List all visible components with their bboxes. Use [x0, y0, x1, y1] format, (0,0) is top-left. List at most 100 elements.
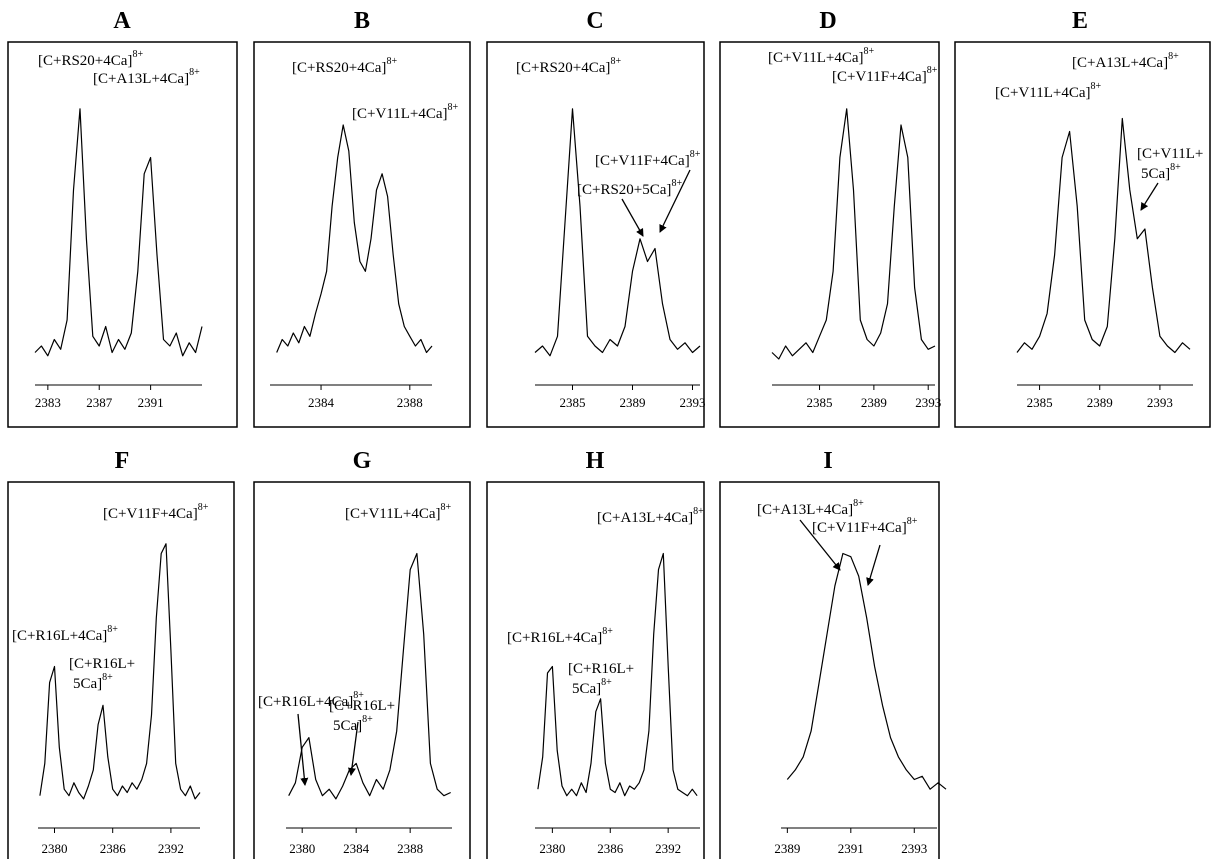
panel-title: G — [353, 448, 372, 474]
charge-state: 8+ — [189, 67, 200, 78]
spectrum-line — [288, 552, 451, 800]
arrow — [866, 544, 881, 586]
x-tick-label: 2392 — [158, 841, 184, 856]
x-tick-label: 2388 — [397, 395, 423, 410]
charge-state: 8+ — [353, 690, 364, 701]
peak-label-text: 5Ca] — [73, 676, 102, 692]
x-tick-label: 2391 — [138, 395, 164, 410]
charge-state: 8+ — [601, 677, 612, 688]
charge-state: 8+ — [602, 626, 613, 637]
spectrum-line — [771, 108, 936, 360]
x-tick-label: 2380 — [539, 841, 565, 856]
x-tick-label: 2386 — [597, 841, 624, 856]
panel-title: E — [1072, 8, 1088, 34]
charge-state: 8+ — [441, 502, 452, 513]
peak-label: [C+RS20+5Ca]8+ — [577, 178, 682, 198]
charge-state: 8+ — [107, 624, 118, 635]
panel-frame — [7, 481, 235, 859]
panel-title: I — [823, 448, 832, 474]
peak-label-text: [C+RS20+5Ca] — [577, 182, 671, 198]
panel: E 2385 2389 2393 [C+A13L+4Ca]8+ [C+V11L+4Ca] 8… — [954, 8, 1211, 428]
x-tick-label: 2393 — [1147, 395, 1173, 410]
charge-state: 8+ — [693, 506, 704, 517]
panel-frame — [719, 481, 940, 859]
panel-title: H — [586, 448, 605, 474]
spectrum-line — [786, 552, 947, 790]
panel-title: D — [819, 8, 836, 34]
peak-label: [C+V11F+4Ca]8+ — [595, 149, 701, 169]
peak-label-text: [C+RS20+4Ca] — [292, 60, 386, 76]
charge-state: 8+ — [362, 714, 373, 725]
peak-label-text: [C+A13L+4Ca] — [93, 71, 189, 87]
x-tick-label: 2384 — [343, 841, 370, 856]
peak-label-text: [C+R16L+4Ca] — [258, 694, 353, 710]
x-tick-label: 2387 — [86, 395, 113, 410]
charge-state: 8+ — [864, 46, 875, 57]
charge-state: 8+ — [198, 502, 209, 513]
charge-state: 8+ — [448, 102, 459, 113]
peak-label: [C+V11F+4Ca]8+ — [812, 516, 918, 536]
panel-frame — [486, 41, 705, 428]
spectrum-line — [39, 543, 201, 800]
arrow — [799, 519, 841, 571]
panel-frame — [719, 41, 940, 428]
peak-label: [C+R16L+ — [568, 661, 634, 677]
charge-state: 8+ — [1170, 162, 1181, 173]
x-tick-label: 2385 — [1027, 395, 1053, 410]
panel-frame — [253, 481, 471, 859]
x-tick-label: 2383 — [35, 395, 61, 410]
arrow — [297, 713, 309, 786]
x-tick-label: 2393 — [915, 395, 941, 410]
charge-state: 8+ — [1168, 51, 1179, 62]
charge-state: 8+ — [386, 56, 397, 67]
spectrum-line — [34, 108, 203, 357]
x-tick-label: 2393 — [680, 395, 706, 410]
peak-label-text: [C+A13L+4Ca] — [597, 510, 693, 526]
peak-label: 5Ca]8+ — [572, 677, 612, 697]
peak-label: [C+R16L+ — [329, 698, 395, 714]
charge-state: 8+ — [610, 56, 621, 67]
charge-state: 8+ — [132, 49, 143, 60]
peak-label-text: [C+V11L+4Ca] — [995, 85, 1091, 101]
peak-label: [C+V11F+4Ca]8+ — [832, 65, 938, 85]
peak-label: 5Ca]8+ — [1141, 162, 1181, 182]
charge-state: 8+ — [690, 149, 701, 160]
peak-label: [C+V11F+4Ca]8+ — [103, 502, 209, 522]
panel-title: F — [115, 448, 130, 474]
peak-label-text: 5Ca] — [1141, 166, 1170, 182]
panel-frame — [253, 41, 471, 428]
peak-label: [C+R16L+4Ca]8+ — [12, 624, 118, 644]
arrow — [659, 169, 691, 233]
peak-label-text: [C+R16L+4Ca] — [507, 630, 602, 646]
peak-label: [C+RS20+4Ca]8+ — [38, 49, 143, 69]
panel-title: C — [586, 8, 603, 34]
panel-frame — [486, 481, 705, 859]
peak-label-text: [C+V11L+4Ca] — [345, 506, 441, 522]
peak-label: [C+RS20+4Ca]8+ — [292, 56, 397, 76]
peak-label-text: [C+RS20+4Ca] — [38, 53, 132, 69]
peak-label: [C+A13L+4Ca]8+ — [1072, 51, 1179, 71]
peak-label: [C+R16L+4Ca]8+ — [258, 690, 364, 710]
peak-label-text: [C+V11F+4Ca] — [595, 153, 690, 169]
x-tick-label: 2385 — [807, 395, 833, 410]
peak-label: [C+A13L+4Ca]8+ — [597, 506, 704, 526]
peak-label-text: [C+V11L+4Ca] — [352, 106, 448, 122]
peak-label-text: [C+V11F+4Ca] — [812, 520, 907, 536]
peak-label: 5Ca]8+ — [73, 672, 113, 692]
peak-label-text: [C+V11L+ — [1137, 146, 1203, 162]
panel-frame — [954, 41, 1211, 428]
peak-label: [C+R16L+ — [69, 656, 135, 672]
x-tick-label: 2389 — [1087, 395, 1113, 410]
peak-label: [C+V11L+4Ca]8+ — [352, 102, 459, 122]
x-tick-label: 2389 — [620, 395, 646, 410]
x-tick-label: 2389 — [774, 841, 800, 856]
peak-label-text: [C+V11F+4Ca] — [832, 69, 927, 85]
x-tick-label: 2392 — [655, 841, 681, 856]
peak-label-text: [C+V11L+4Ca] — [768, 50, 864, 66]
charge-state: 8+ — [853, 498, 864, 509]
charge-state: 8+ — [671, 178, 682, 189]
